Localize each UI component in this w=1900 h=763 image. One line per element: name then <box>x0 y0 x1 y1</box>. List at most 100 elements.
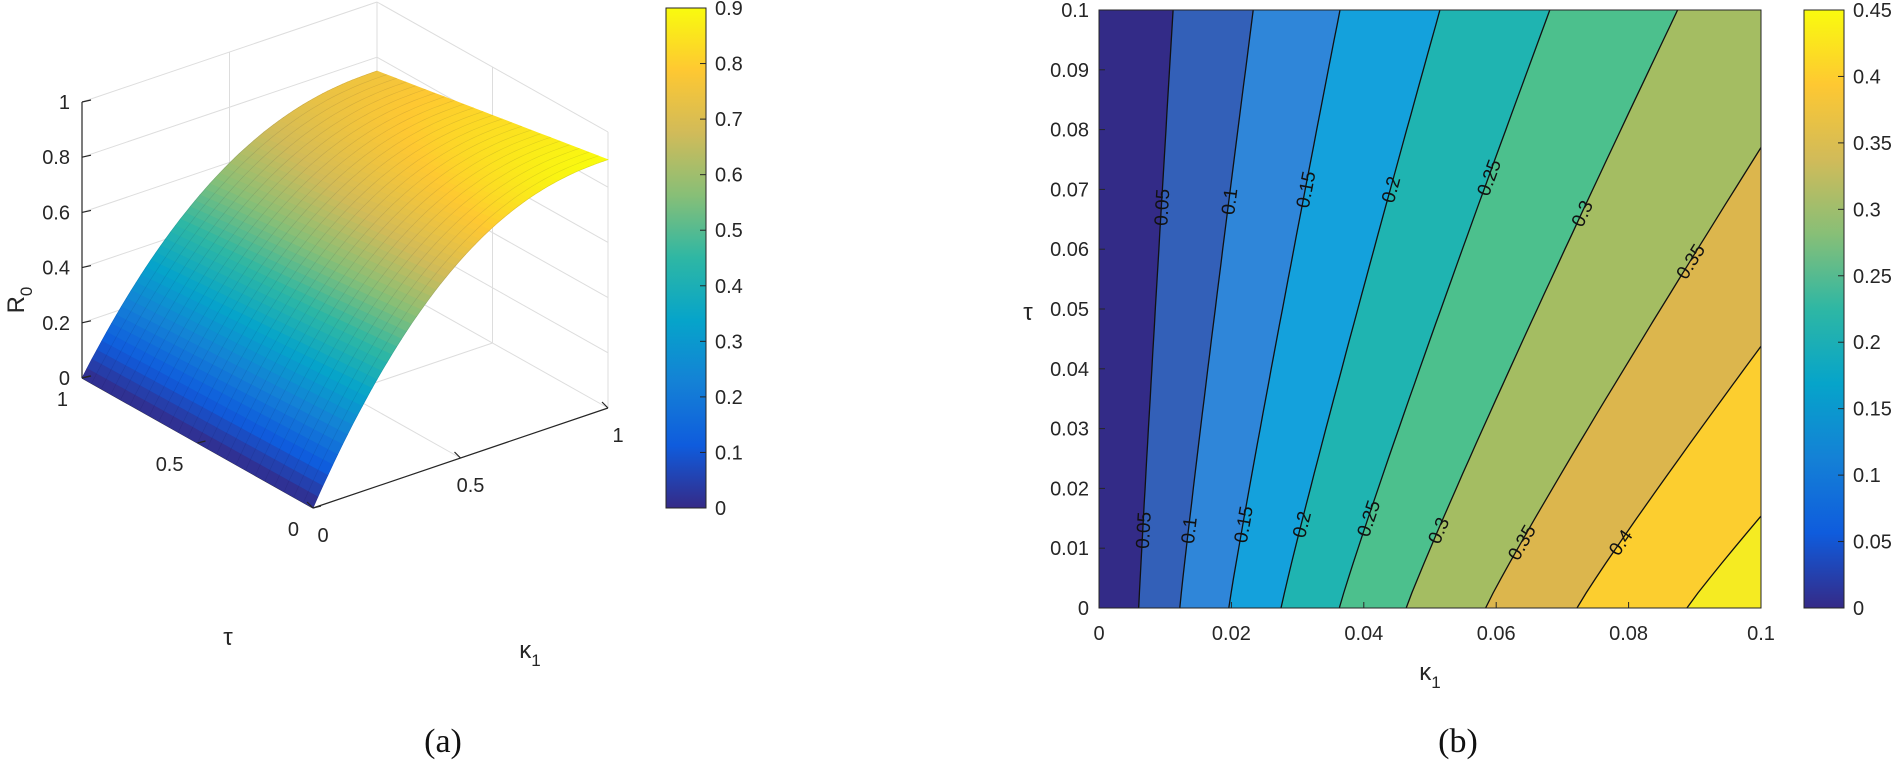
colorbar-a-tick-label: 0.7 <box>715 109 743 131</box>
caption-b: (b) <box>1438 723 1478 760</box>
tau-tick-label: 0.5 <box>156 454 184 476</box>
kappa-tick-label: 0 <box>317 525 328 547</box>
surface-mesh-line <box>187 111 483 438</box>
surface-mesh-line <box>235 129 532 465</box>
kappa-axis-label: κ1 <box>519 637 540 670</box>
colorbar-b-tick-label: 0 <box>1853 598 1864 620</box>
colorbar-a-tick-label: 0.8 <box>715 54 743 76</box>
contour-label: 0.1 <box>1218 187 1242 216</box>
y-tick-label: 0.1 <box>1061 0 1089 22</box>
contour-line <box>1179 10 1254 608</box>
z-axis-label: R0 <box>3 287 36 314</box>
x-tick-label: 0.02 <box>1212 623 1251 645</box>
kappa-tick-mark <box>306 501 314 509</box>
surface-mesh <box>81 70 609 509</box>
contour-line <box>1576 345 1761 608</box>
surface-mesh-line <box>206 118 503 449</box>
contour-line <box>1405 10 1679 608</box>
y-tick-label: 0.05 <box>1050 299 1089 321</box>
surface-mesh-line <box>283 148 580 492</box>
colorbar-b-tick-label: 0.1 <box>1853 465 1881 487</box>
surface-mesh-line <box>293 151 589 498</box>
surface-mesh-line <box>226 126 522 460</box>
tau-axis-label: τ <box>223 624 233 651</box>
panel-b-contour-chart: 0.05 0.1 0.15 0.2 0.250.30.350.05 0.1 0.15 0.2 0… <box>1023 0 1892 692</box>
colorbar-b-tick-label: 0.05 <box>1853 532 1892 554</box>
tau-tick-mark <box>81 375 91 379</box>
z-tick-mark <box>81 265 92 269</box>
colorbar-a-tick-label: 0.6 <box>715 165 743 187</box>
contour-band <box>1099 10 1174 608</box>
contour-label: 0.1 <box>1178 516 1202 545</box>
colorbar-b-tick-label: 0.2 <box>1853 332 1881 354</box>
contour-line <box>1228 10 1341 608</box>
y-tick-label: 0.03 <box>1050 419 1089 441</box>
colorbar-a-tick-label: 0.9 <box>715 0 743 20</box>
contour-label-text: 0.05 <box>1151 188 1174 226</box>
y-tick-label: 0.02 <box>1050 478 1089 500</box>
surface-mesh-line <box>120 85 416 400</box>
colorbar-a-gradient <box>665 7 707 509</box>
z-tick-label: 0.2 <box>42 313 70 335</box>
colorbar-b-tick-label: 0.25 <box>1853 266 1892 288</box>
z-tick-label: 1 <box>59 92 70 114</box>
surface-mesh-line <box>139 92 435 411</box>
z-tick-label: 0.6 <box>42 202 70 224</box>
surface-mesh-line <box>168 103 464 427</box>
x-tick-label: 0.1 <box>1747 623 1775 645</box>
colorbar-a-tick-label: 0.2 <box>715 387 743 409</box>
colorbar-b: 0 0.05 0.1 0.15 0.2 0.25 0.3 0.35 0.4 0.45 <box>1803 0 1892 620</box>
contour-label-text: 0.1 <box>1178 516 1202 545</box>
y-tick-label: 0.01 <box>1050 538 1089 560</box>
surface-mesh-line <box>312 159 609 509</box>
surface-patch <box>303 491 319 509</box>
tau-tick-mark <box>197 440 206 444</box>
y-tick-label: 0.06 <box>1050 239 1089 261</box>
colorbar-a-tick-label: 0.4 <box>715 276 743 298</box>
tau-axis-label-b: τ <box>1023 299 1033 326</box>
tau-tick-label: 1 <box>57 389 68 411</box>
colorbar-a: 0 0.1 0.2 0.3 0.4 0.5 0.6 0.7 0.8 0.9 <box>665 0 743 520</box>
surface-mesh-line <box>101 78 397 389</box>
surface-mesh-line <box>197 115 493 444</box>
colorbar-a-tick-label: 0.5 <box>715 220 743 242</box>
contour-line <box>1138 10 1174 608</box>
surface-mesh-line <box>110 81 406 395</box>
kappa-tick-mark <box>601 401 609 409</box>
kappa-tick-label: 0.5 <box>457 475 485 497</box>
y-tick-label: 0.04 <box>1050 359 1089 381</box>
z-tick-mark <box>81 320 92 324</box>
contour-level-labels: 0.05 0.1 0.15 0.2 0.250.30.350.05 0.1 0.15 0.2 0… <box>1133 157 1710 564</box>
x-tick-label: 0.08 <box>1609 623 1648 645</box>
colorbar-a-tick-label: 0.3 <box>715 331 743 353</box>
contour-label: 0.05 <box>1133 511 1156 549</box>
colorbar-b-tick-label: 0.15 <box>1853 399 1892 421</box>
surface-mesh-line <box>158 100 455 422</box>
x-tick-label: 0 <box>1093 623 1104 645</box>
colorbar-b-tick-label: 0.4 <box>1853 66 1881 88</box>
surface-mesh-line <box>81 70 378 379</box>
colorbar-b-tick-label: 0.3 <box>1853 199 1881 221</box>
colorbar-b-tick-label: 0.45 <box>1853 0 1892 22</box>
contour-line <box>1485 146 1761 608</box>
tau-tick-mark <box>312 505 322 509</box>
contour-bands <box>1099 10 1761 608</box>
surface-mesh-line <box>91 74 387 384</box>
surface-mesh-line <box>216 122 512 454</box>
y-tick-label: 0.09 <box>1050 60 1089 82</box>
contour-line <box>1338 10 1551 608</box>
tau-tick-label: 0 <box>288 519 299 541</box>
colorbar-a-tick-label: 0 <box>715 498 726 520</box>
contour-label-text: 0.05 <box>1133 511 1156 549</box>
kappa-tick-label: 1 <box>612 425 623 447</box>
surface-mesh-line <box>178 107 474 433</box>
caption-a: (a) <box>424 723 462 760</box>
x-tick-label: 0.04 <box>1344 623 1383 645</box>
kappa-tick-mark <box>454 451 461 459</box>
z-tick-label: 0.4 <box>42 258 70 280</box>
colorbar-b-tick-label: 0.35 <box>1853 133 1892 155</box>
surface-mesh-line <box>255 137 551 476</box>
